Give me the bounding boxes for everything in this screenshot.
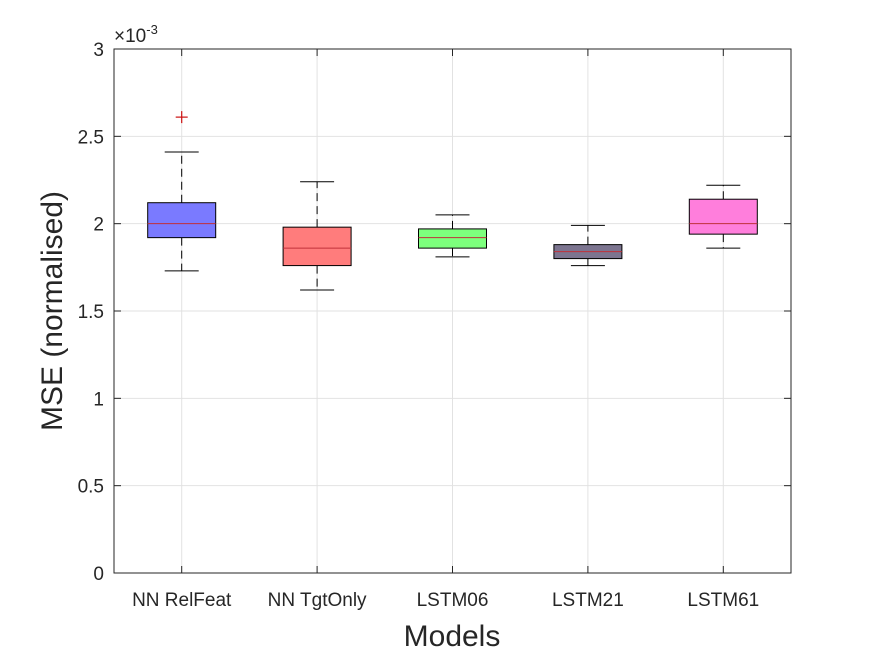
x-tick-label: NN TgtOnly <box>268 590 367 611</box>
y-tick-label: 0 <box>93 564 104 585</box>
x-tick-label: LSTM06 <box>417 590 489 611</box>
y-tick-label: 2.5 <box>78 127 104 148</box>
y-tick-label: 2 <box>93 215 104 236</box>
y-exponent-power: -3 <box>146 22 158 37</box>
y-exponent-base: ×10 <box>114 26 146 47</box>
box-body <box>147 202 217 239</box>
x-axis-title: Models <box>404 620 501 653</box>
y-tick-label: 1 <box>93 389 104 410</box>
box-body <box>418 228 487 249</box>
box-group <box>147 111 217 272</box>
svg-text:×10-3: ×10-3 <box>114 22 158 47</box>
box-group <box>282 181 352 291</box>
x-tick-label: LSTM21 <box>552 590 624 611</box>
x-tick-label: LSTM61 <box>687 590 759 611</box>
box-group <box>553 224 623 267</box>
x-tick-label: NN RelFeat <box>132 590 232 611</box>
x-tick-labels: NN RelFeat NN TgtOnly LSTM06 LSTM21 LSTM61 <box>132 590 759 611</box>
box-group <box>418 214 487 258</box>
y-tick-label: 3 <box>93 40 104 61</box>
grid-lines <box>114 48 791 574</box>
y-tick-labels: 0 0.5 1 1.5 2 2.5 3 <box>78 40 104 585</box>
y-exponent: ×10-3 <box>114 22 158 47</box>
y-tick-label: 1.5 <box>78 302 104 323</box>
box-body <box>688 198 758 235</box>
y-axis-title: MSE (normalised) <box>36 191 69 431</box>
outlier-marker <box>175 111 188 124</box>
y-tick-label: 0.5 <box>78 477 104 498</box>
box-body <box>282 226 352 267</box>
box-group <box>688 184 758 249</box>
axis-ticks <box>114 48 791 574</box>
boxes <box>147 111 758 291</box>
